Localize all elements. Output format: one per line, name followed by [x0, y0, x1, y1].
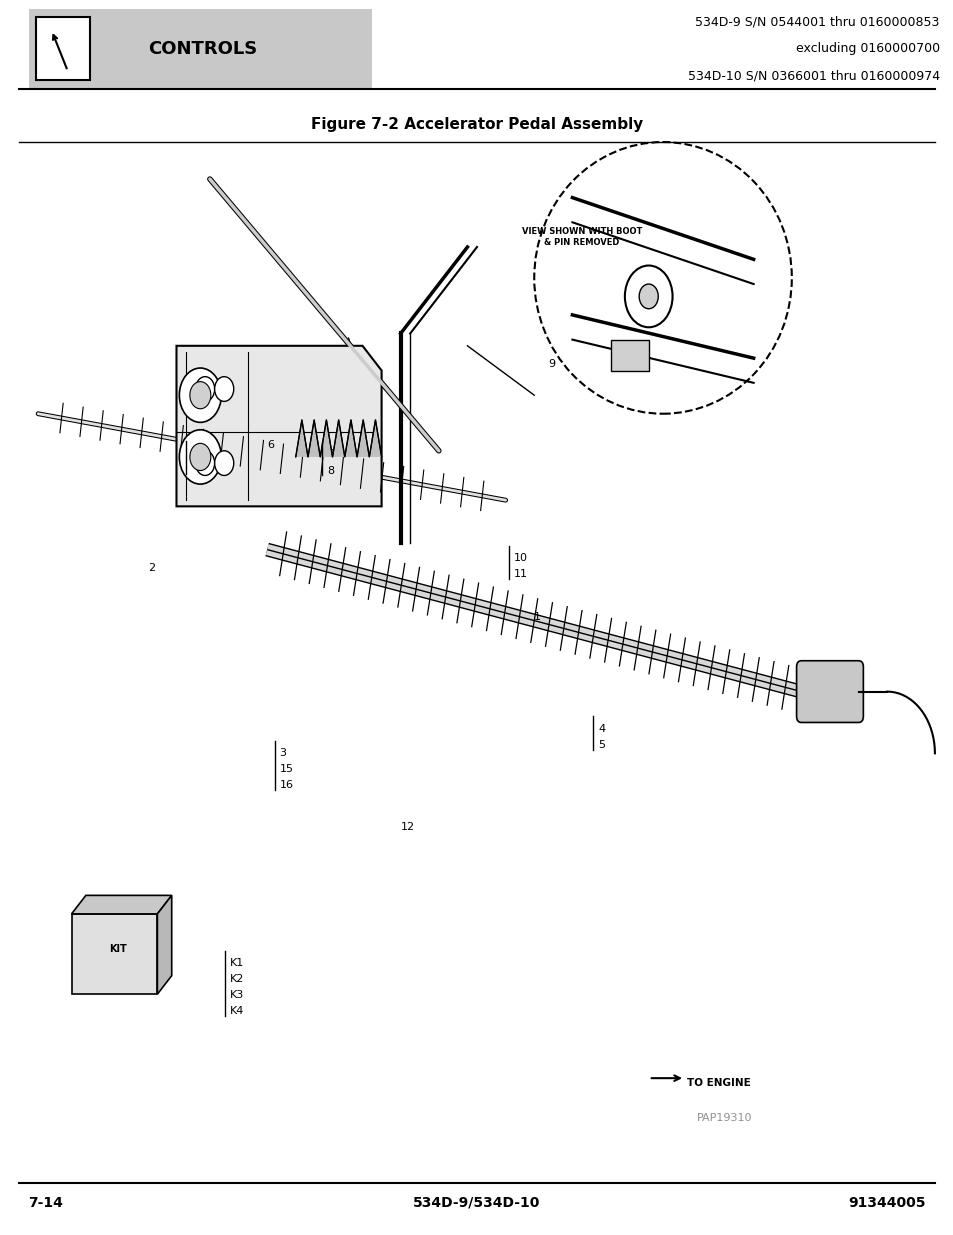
- Polygon shape: [176, 346, 381, 506]
- Circle shape: [195, 377, 214, 401]
- Text: 12: 12: [400, 823, 415, 832]
- Text: CONTROLS: CONTROLS: [148, 40, 257, 58]
- Text: 7: 7: [327, 450, 334, 459]
- Text: VIEW SHOWN WITH BOOT
& PIN REMOVED: VIEW SHOWN WITH BOOT & PIN REMOVED: [521, 227, 641, 247]
- Text: 4: 4: [598, 724, 604, 734]
- Circle shape: [214, 451, 233, 475]
- Text: 7-14: 7-14: [29, 1195, 64, 1210]
- Text: 91344005: 91344005: [847, 1195, 924, 1210]
- Text: 1: 1: [534, 613, 540, 622]
- FancyBboxPatch shape: [796, 661, 862, 722]
- Polygon shape: [71, 914, 157, 994]
- Circle shape: [190, 443, 211, 471]
- Text: Figure 7-2 Accelerator Pedal Assembly: Figure 7-2 Accelerator Pedal Assembly: [311, 117, 642, 132]
- Text: K2: K2: [230, 974, 244, 984]
- Circle shape: [195, 451, 214, 475]
- Circle shape: [179, 430, 221, 484]
- Text: 534D-10 S/N 0366001 thru 0160000974: 534D-10 S/N 0366001 thru 0160000974: [687, 69, 939, 83]
- Circle shape: [214, 377, 233, 401]
- Circle shape: [624, 266, 672, 327]
- Text: 534D-9 S/N 0544001 thru 0160000853: 534D-9 S/N 0544001 thru 0160000853: [695, 15, 939, 28]
- Circle shape: [639, 284, 658, 309]
- FancyBboxPatch shape: [36, 17, 90, 80]
- Text: excluding 0160000700: excluding 0160000700: [795, 42, 939, 56]
- Text: 9: 9: [548, 359, 555, 369]
- Polygon shape: [157, 895, 172, 994]
- FancyBboxPatch shape: [610, 340, 648, 370]
- Circle shape: [190, 382, 211, 409]
- Circle shape: [179, 368, 221, 422]
- Text: KIT: KIT: [110, 944, 127, 955]
- Text: 534D-9/534D-10: 534D-9/534D-10: [413, 1195, 540, 1210]
- Text: 13: 13: [191, 448, 205, 458]
- Text: 6: 6: [267, 440, 274, 450]
- Text: 11: 11: [514, 569, 528, 579]
- Text: 5: 5: [598, 740, 604, 750]
- Text: 16: 16: [279, 781, 294, 790]
- Text: K4: K4: [230, 1007, 244, 1016]
- Polygon shape: [71, 895, 172, 914]
- Text: 10: 10: [514, 553, 528, 563]
- Text: K1: K1: [230, 958, 244, 968]
- Text: 2: 2: [148, 563, 154, 573]
- FancyBboxPatch shape: [29, 9, 372, 89]
- Text: TO ENGINE: TO ENGINE: [686, 1078, 750, 1088]
- Polygon shape: [295, 420, 381, 457]
- Text: PAP19310: PAP19310: [697, 1113, 752, 1123]
- Text: 15: 15: [279, 764, 294, 774]
- Text: K3: K3: [230, 990, 244, 1000]
- Text: 8: 8: [327, 466, 334, 475]
- Text: 3: 3: [279, 748, 286, 758]
- Text: 14: 14: [191, 464, 205, 474]
